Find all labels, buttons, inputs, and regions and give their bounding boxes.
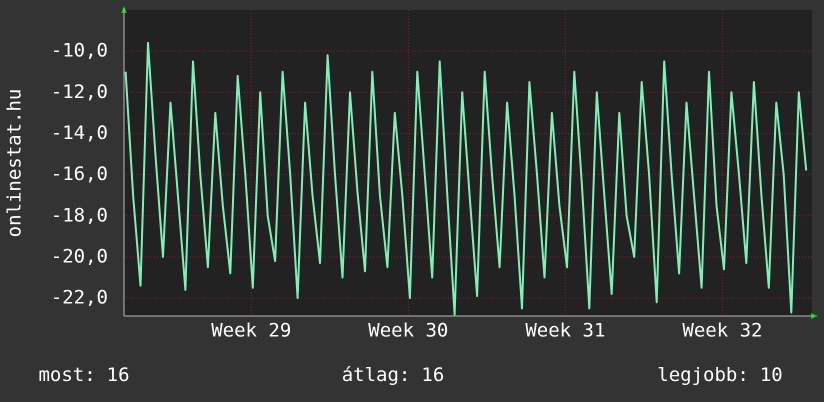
data-line: [124, 41, 808, 316]
y-tick-label: -20,0: [51, 245, 108, 267]
x-tick-label: Week 30: [368, 320, 448, 342]
stat-label: átlag:: [342, 364, 411, 386]
footer-stat: átlag: 16: [342, 364, 445, 386]
y-tick-label: -14,0: [51, 122, 108, 144]
y-axis-label: onlinestat.hu: [4, 89, 26, 238]
x-tick-label: Week 29: [211, 320, 291, 342]
stat-value: 16: [421, 364, 444, 386]
x-tick-label: Week 32: [682, 320, 762, 342]
y-tick-label: -12,0: [51, 81, 108, 103]
y-tick-label: -10,0: [51, 40, 108, 62]
x-tick-label: Week 31: [525, 320, 605, 342]
y-tick-label: -16,0: [51, 163, 108, 185]
stat-label: most:: [38, 364, 95, 386]
stat-label: legjobb:: [657, 364, 749, 386]
stat-value: 16: [107, 364, 130, 386]
stat-value: 10: [760, 364, 783, 386]
x-axis-arrow: [811, 313, 818, 319]
footer-stat: legjobb: 10: [657, 364, 782, 386]
y-tick-label: -22,0: [51, 287, 108, 309]
y-tick-label: -18,0: [51, 204, 108, 226]
footer-stat: most: 16: [38, 364, 129, 386]
